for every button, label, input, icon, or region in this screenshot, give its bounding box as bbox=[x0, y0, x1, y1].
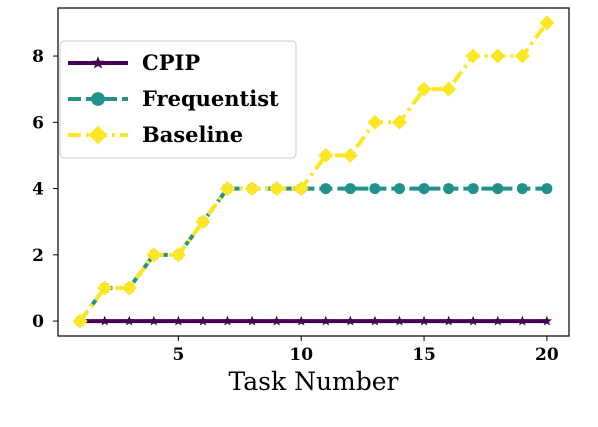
data-point bbox=[443, 315, 454, 326]
data-point bbox=[516, 183, 528, 195]
data-point bbox=[369, 315, 381, 326]
data-point bbox=[345, 315, 356, 326]
data-point bbox=[541, 183, 553, 195]
legend-box bbox=[59, 40, 297, 159]
data-point bbox=[220, 181, 236, 197]
data-point bbox=[514, 48, 530, 64]
y-tick-label: 0 bbox=[32, 312, 44, 332]
x-axis: 5 10 15 20 bbox=[172, 336, 559, 365]
legend-label: CPIP bbox=[142, 50, 200, 75]
data-point bbox=[441, 81, 457, 97]
data-point bbox=[467, 315, 479, 326]
data-point bbox=[369, 183, 381, 195]
data-point bbox=[195, 214, 211, 230]
y-tick-label: 4 bbox=[32, 180, 44, 200]
legend-marker bbox=[91, 56, 105, 69]
data-point bbox=[170, 247, 186, 263]
data-point bbox=[320, 183, 332, 195]
data-point bbox=[271, 315, 282, 326]
data-point bbox=[244, 181, 260, 197]
data-point bbox=[124, 315, 135, 326]
data-point bbox=[318, 147, 334, 163]
data-point bbox=[418, 315, 430, 326]
x-tick-label: 20 bbox=[535, 345, 559, 365]
data-point bbox=[344, 183, 356, 195]
x-tick-label: 10 bbox=[289, 345, 313, 365]
data-point bbox=[173, 315, 184, 326]
data-point bbox=[342, 147, 358, 163]
y-tick-label: 6 bbox=[32, 113, 44, 133]
y-tick-label: 8 bbox=[32, 47, 44, 67]
data-point bbox=[269, 181, 285, 197]
plot-frame bbox=[57, 7, 570, 337]
data-point bbox=[492, 315, 503, 326]
data-point bbox=[293, 181, 309, 197]
data-point bbox=[97, 280, 113, 296]
series-frequentist bbox=[74, 183, 553, 327]
legend-marker bbox=[88, 125, 108, 145]
data-point bbox=[72, 313, 88, 329]
legend-label: Frequentist bbox=[142, 86, 279, 111]
data-point bbox=[295, 315, 307, 326]
data-point bbox=[418, 183, 430, 195]
data-point bbox=[222, 315, 233, 326]
x-tick-label: 5 bbox=[172, 345, 184, 365]
data-point bbox=[539, 15, 555, 31]
data-point bbox=[467, 183, 479, 195]
x-axis-label: Task Number bbox=[229, 367, 399, 396]
x-tick-label: 15 bbox=[412, 345, 436, 365]
legend: CPIP Frequentist Baseline bbox=[59, 40, 297, 159]
data-point bbox=[416, 81, 432, 97]
y-axis: 0 2 4 6 8 bbox=[32, 47, 58, 332]
data-point bbox=[146, 247, 162, 263]
data-point bbox=[99, 315, 110, 326]
data-point bbox=[394, 315, 405, 326]
data-point bbox=[492, 183, 504, 195]
legend-marker bbox=[91, 92, 105, 106]
series-layer bbox=[72, 15, 555, 329]
data-point bbox=[443, 183, 455, 195]
data-point bbox=[246, 315, 258, 326]
data-point bbox=[517, 315, 528, 326]
data-point bbox=[541, 315, 553, 326]
data-point bbox=[121, 280, 137, 296]
data-point bbox=[490, 48, 506, 64]
y-tick-label: 2 bbox=[32, 246, 44, 266]
series-baseline bbox=[72, 15, 555, 329]
data-point bbox=[393, 183, 405, 195]
data-point bbox=[320, 315, 332, 326]
data-point bbox=[391, 114, 407, 130]
data-point bbox=[197, 315, 209, 326]
series-cpip bbox=[74, 315, 553, 326]
data-point bbox=[148, 315, 160, 326]
legend-label: Baseline bbox=[142, 122, 243, 147]
data-point bbox=[465, 48, 481, 64]
data-point bbox=[367, 114, 383, 130]
